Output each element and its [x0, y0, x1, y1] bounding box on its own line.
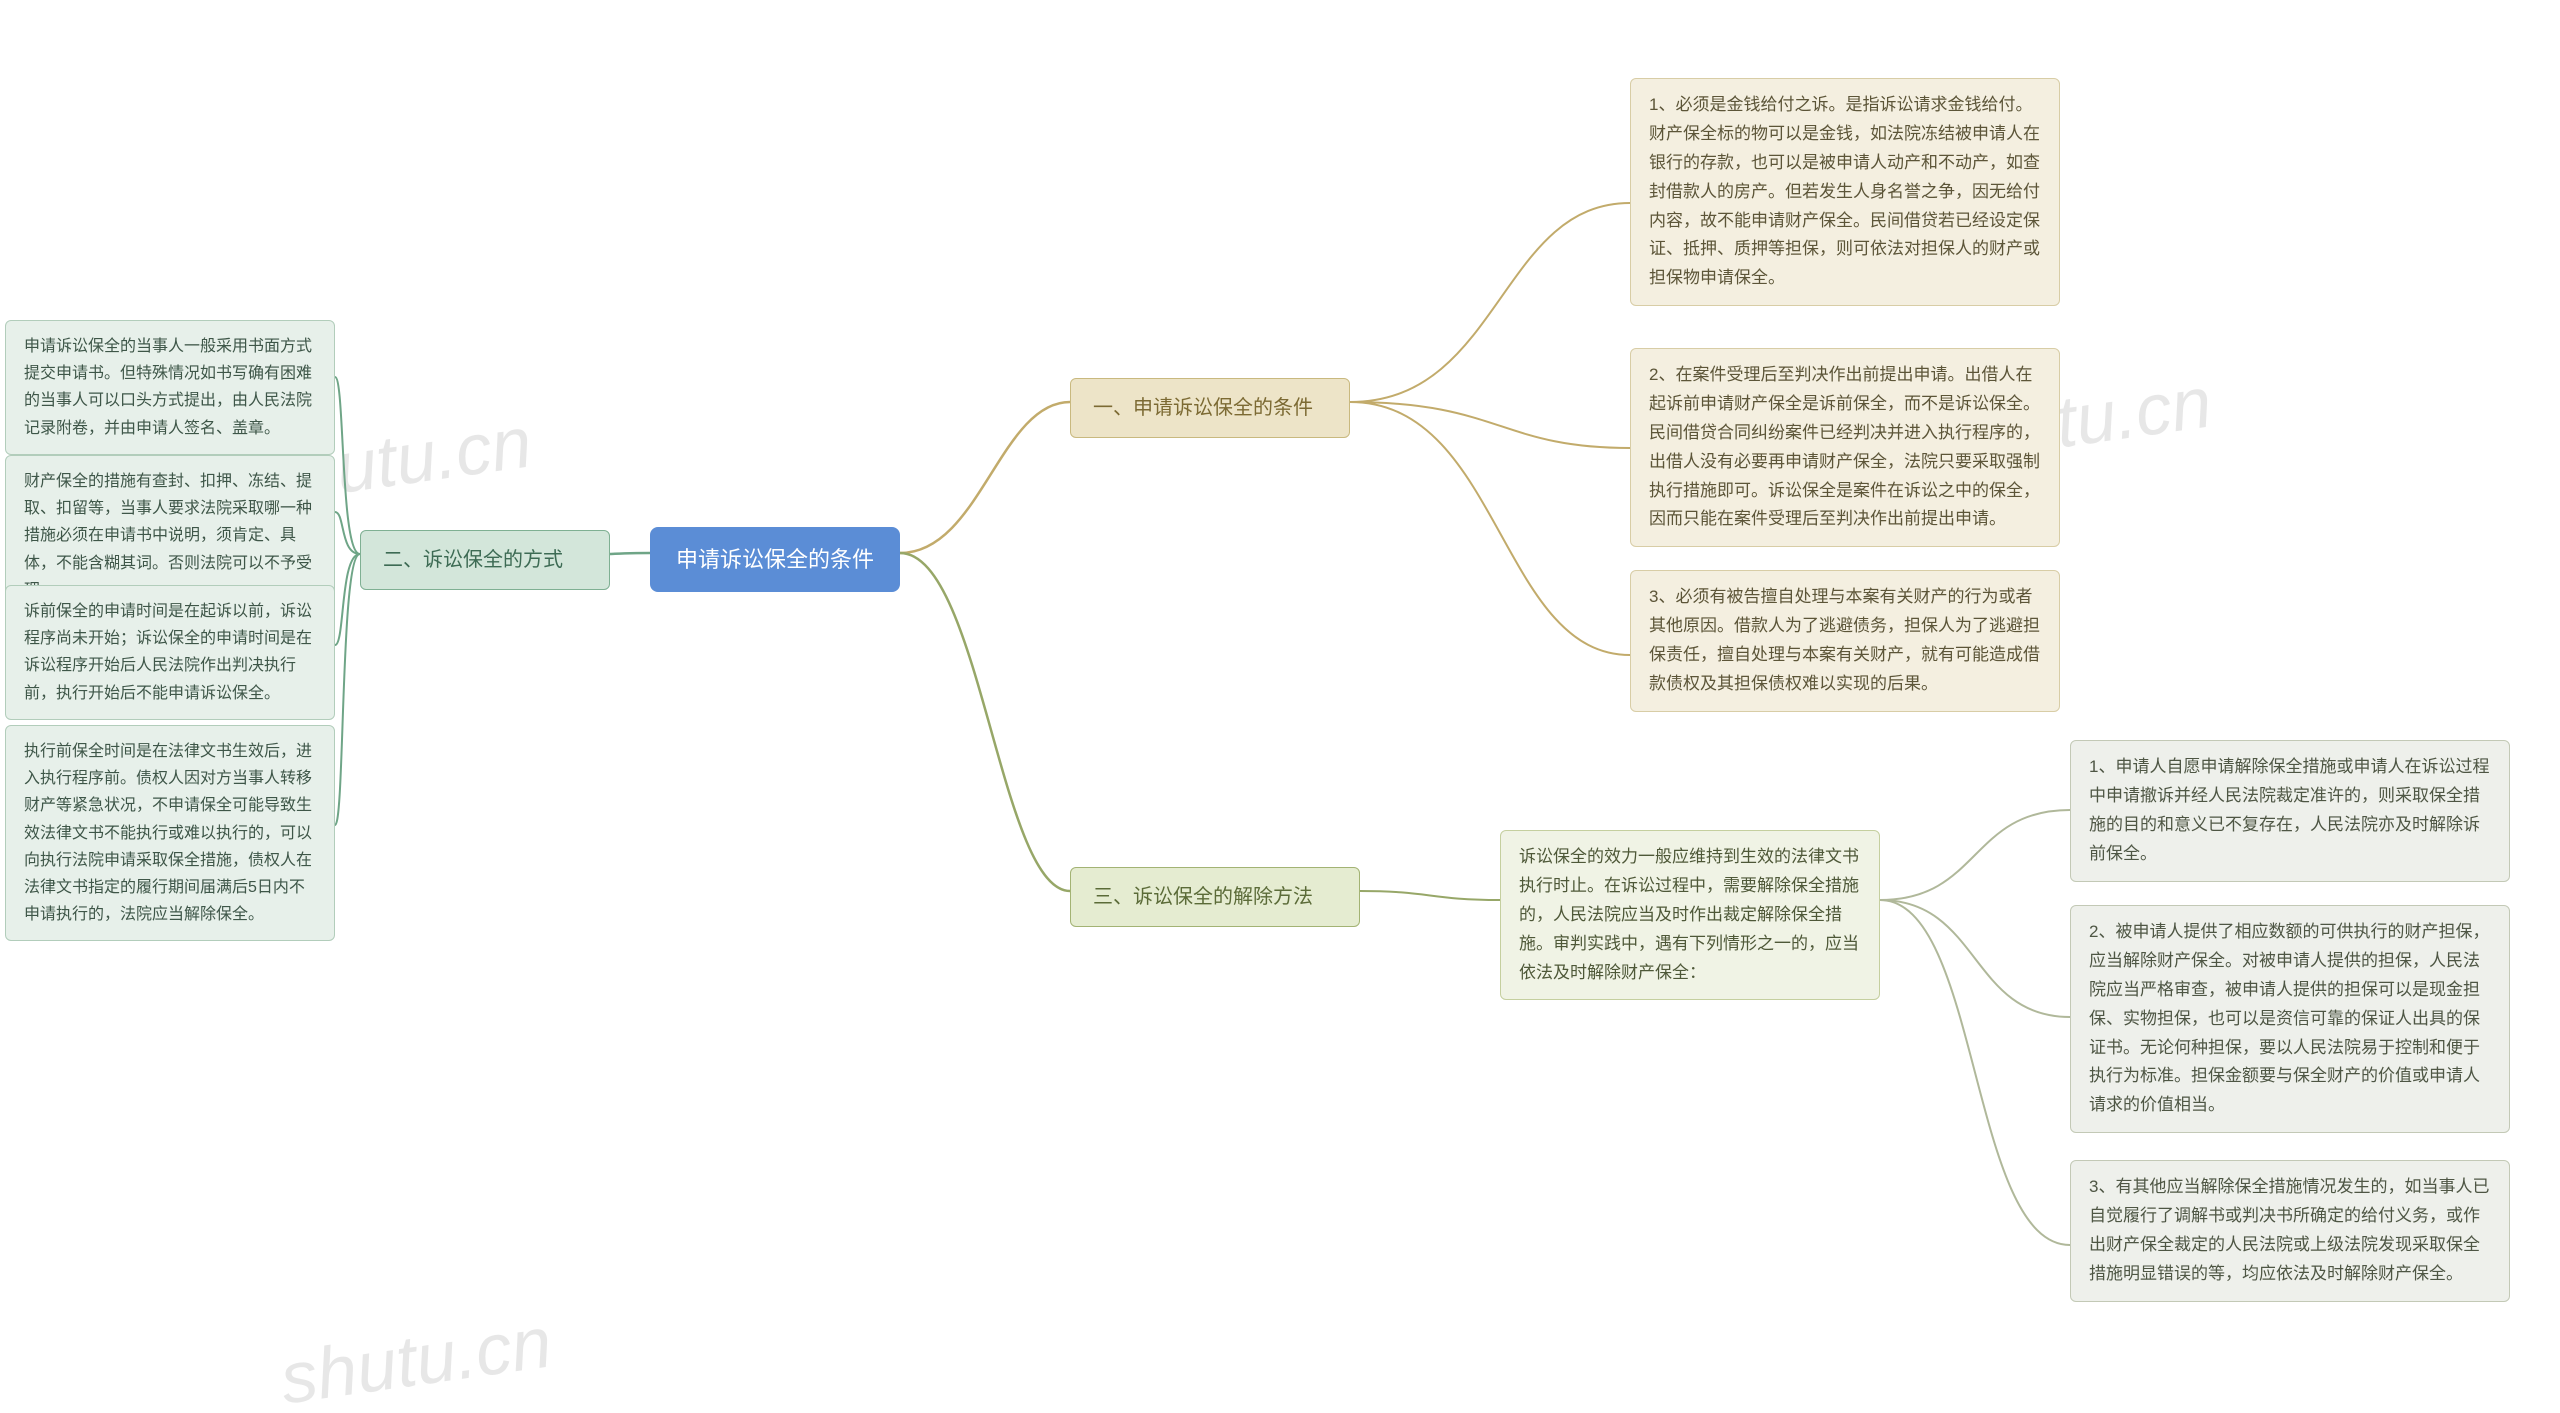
- leaf-node[interactable]: 1、申请人自愿申请解除保全措施或申请人在诉讼过程中申请撤诉并经人民法院裁定准许的…: [2070, 740, 2510, 882]
- leaf-node[interactable]: 诉前保全的申请时间是在起诉以前，诉讼程序尚未开始；诉讼保全的申请时间是在诉讼程序…: [5, 585, 335, 720]
- leaf-node[interactable]: 2、在案件受理后至判决作出前提出申请。出借人在起诉前申请财产保全是诉前保全，而不…: [1630, 348, 2060, 547]
- mindmap-canvas: shutu.cn shutu.cn shutu.cn 申请诉讼保全的条件 一、申…: [0, 0, 2560, 1413]
- leaf-node-intro[interactable]: 诉讼保全的效力一般应维持到生效的法律文书执行时止。在诉讼过程中，需要解除保全措施…: [1500, 830, 1880, 1000]
- branch-node-3[interactable]: 三、诉讼保全的解除方法: [1070, 867, 1360, 927]
- leaf-node[interactable]: 2、被申请人提供了相应数额的可供执行的财产担保，应当解除财产保全。对被申请人提供…: [2070, 905, 2510, 1133]
- root-node[interactable]: 申请诉讼保全的条件: [650, 527, 900, 592]
- leaf-node[interactable]: 申请诉讼保全的当事人一般采用书面方式提交申请书。但特殊情况如书写确有困难的当事人…: [5, 320, 335, 455]
- leaf-node[interactable]: 1、必须是金钱给付之诉。是指诉讼请求金钱给付。财产保全标的物可以是金钱，如法院冻…: [1630, 78, 2060, 306]
- leaf-node[interactable]: 3、必须有被告擅自处理与本案有关财产的行为或者其他原因。借款人为了逃避债务，担保…: [1630, 570, 2060, 712]
- watermark: shutu.cn: [276, 1301, 557, 1413]
- leaf-node[interactable]: 执行前保全时间是在法律文书生效后，进入执行程序前。债权人因对方当事人转移财产等紧…: [5, 725, 335, 941]
- branch-node-2[interactable]: 二、诉讼保全的方式: [360, 530, 610, 590]
- branch-node-1[interactable]: 一、申请诉讼保全的条件: [1070, 378, 1350, 438]
- leaf-node[interactable]: 3、有其他应当解除保全措施情况发生的，如当事人已自觉履行了调解书或判决书所确定的…: [2070, 1160, 2510, 1302]
